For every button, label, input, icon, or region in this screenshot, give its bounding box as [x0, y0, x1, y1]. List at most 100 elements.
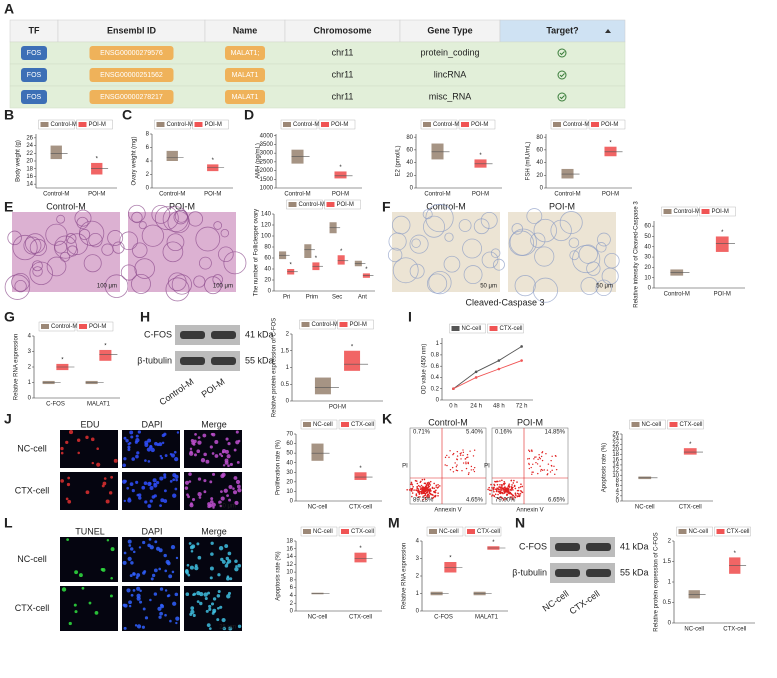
cell-text: lincRNA: [434, 69, 467, 79]
cell-dot: [194, 565, 199, 571]
legend-bg: [38, 321, 76, 332]
cell-dot: [188, 542, 192, 545]
event: [417, 488, 420, 490]
cell-dot: [130, 435, 134, 439]
point: [474, 370, 478, 374]
cell-text: protein_coding: [420, 47, 479, 57]
cell-dot: [122, 463, 127, 468]
blot: [550, 563, 615, 583]
cell-dot: [192, 613, 196, 618]
texture: [391, 215, 411, 235]
y-tick-label: 8: [290, 577, 294, 583]
legend-label: Control-M: [312, 322, 338, 328]
cell-dot: [233, 448, 237, 452]
y-tick-label: 3000: [260, 151, 274, 157]
fluorescence-image: [60, 537, 118, 582]
event: [456, 464, 458, 466]
event: [532, 463, 534, 465]
event: [528, 450, 531, 453]
texture: [559, 211, 583, 235]
y-tick-label: 12: [612, 468, 619, 474]
y-tick-label: 60: [286, 441, 293, 447]
y-tick-label: 0: [416, 609, 420, 615]
event: [418, 492, 421, 494]
event: [425, 486, 427, 489]
cell-dot: [67, 499, 72, 504]
cell-dot: [187, 495, 190, 499]
cell-dot: [169, 480, 173, 483]
cell-dot: [193, 453, 197, 457]
significance: *: [340, 249, 343, 255]
event: [448, 456, 450, 459]
band-label: β-tubulin: [512, 567, 547, 577]
event: [507, 485, 510, 488]
event: [511, 484, 513, 486]
cell-dot: [159, 504, 162, 507]
cell-dot: [193, 439, 197, 444]
event: [535, 456, 537, 458]
column-title: DAPI: [141, 526, 162, 536]
event: [501, 497, 504, 500]
pill-text: FOS: [27, 50, 42, 57]
event: [452, 471, 455, 473]
legend-bg: [464, 526, 502, 537]
header-text: Gene Type: [427, 25, 472, 35]
event: [528, 462, 530, 465]
event: [438, 485, 441, 487]
x-tick-label: POI-M: [602, 192, 619, 198]
event: [466, 456, 468, 459]
band: [180, 331, 205, 339]
y-tick-label: 140: [261, 212, 272, 218]
x-tick-label: NC-cell: [684, 627, 704, 633]
legend-label: Control-M: [167, 122, 193, 128]
pill-text: MALAT1: [232, 72, 259, 79]
legend-label: NC-cell: [642, 422, 662, 428]
cell-dot: [103, 477, 107, 480]
panel-label: H: [140, 309, 150, 325]
legend-bg: [38, 119, 75, 130]
cell-dot: [228, 626, 233, 631]
texture: [533, 218, 557, 243]
y-tick-label: 18: [26, 166, 33, 172]
cell-dot: [221, 560, 226, 564]
texture: [569, 250, 580, 261]
box: [304, 244, 312, 258]
legend-swatch: [631, 422, 640, 427]
cell-dot: [143, 481, 148, 486]
cell-dot: [138, 546, 142, 549]
image-title: Control-M: [428, 417, 468, 427]
y-tick-label: 2: [668, 539, 672, 545]
legend-label: POI-M: [331, 122, 348, 128]
image-title: Control-M: [46, 201, 86, 211]
cell-dot: [210, 602, 215, 606]
texture: [134, 258, 155, 279]
point: [520, 345, 523, 348]
significance: *: [359, 546, 362, 552]
cell-dot: [166, 561, 171, 566]
cell-dot: [159, 611, 163, 616]
texture: [387, 247, 403, 263]
cell-dot: [216, 618, 220, 622]
cell-dot: [196, 600, 200, 603]
event: [502, 499, 505, 501]
cell-dot: [223, 488, 228, 493]
texture: [151, 204, 171, 224]
cell-dot: [203, 490, 207, 494]
texture: [131, 211, 143, 224]
cell-dot: [209, 566, 214, 571]
event: [555, 468, 558, 471]
cell-dot: [158, 567, 161, 571]
y-axis-title: Relative RNA expression: [14, 334, 20, 400]
legend-label: Control-M: [51, 122, 77, 128]
quadrant-value: 14.85%: [545, 430, 566, 436]
event: [553, 465, 555, 468]
significance: *: [449, 556, 452, 562]
texture: [162, 241, 184, 263]
event: [416, 489, 418, 492]
y-axis-title: Relative RNA expression: [402, 543, 408, 609]
cell-dot: [237, 624, 242, 629]
y-axis-title: Apoptosis rate (%): [602, 443, 608, 492]
y-tick-label: 40: [536, 160, 543, 166]
y-tick-label: 2500: [260, 159, 274, 165]
texture: [444, 232, 454, 242]
